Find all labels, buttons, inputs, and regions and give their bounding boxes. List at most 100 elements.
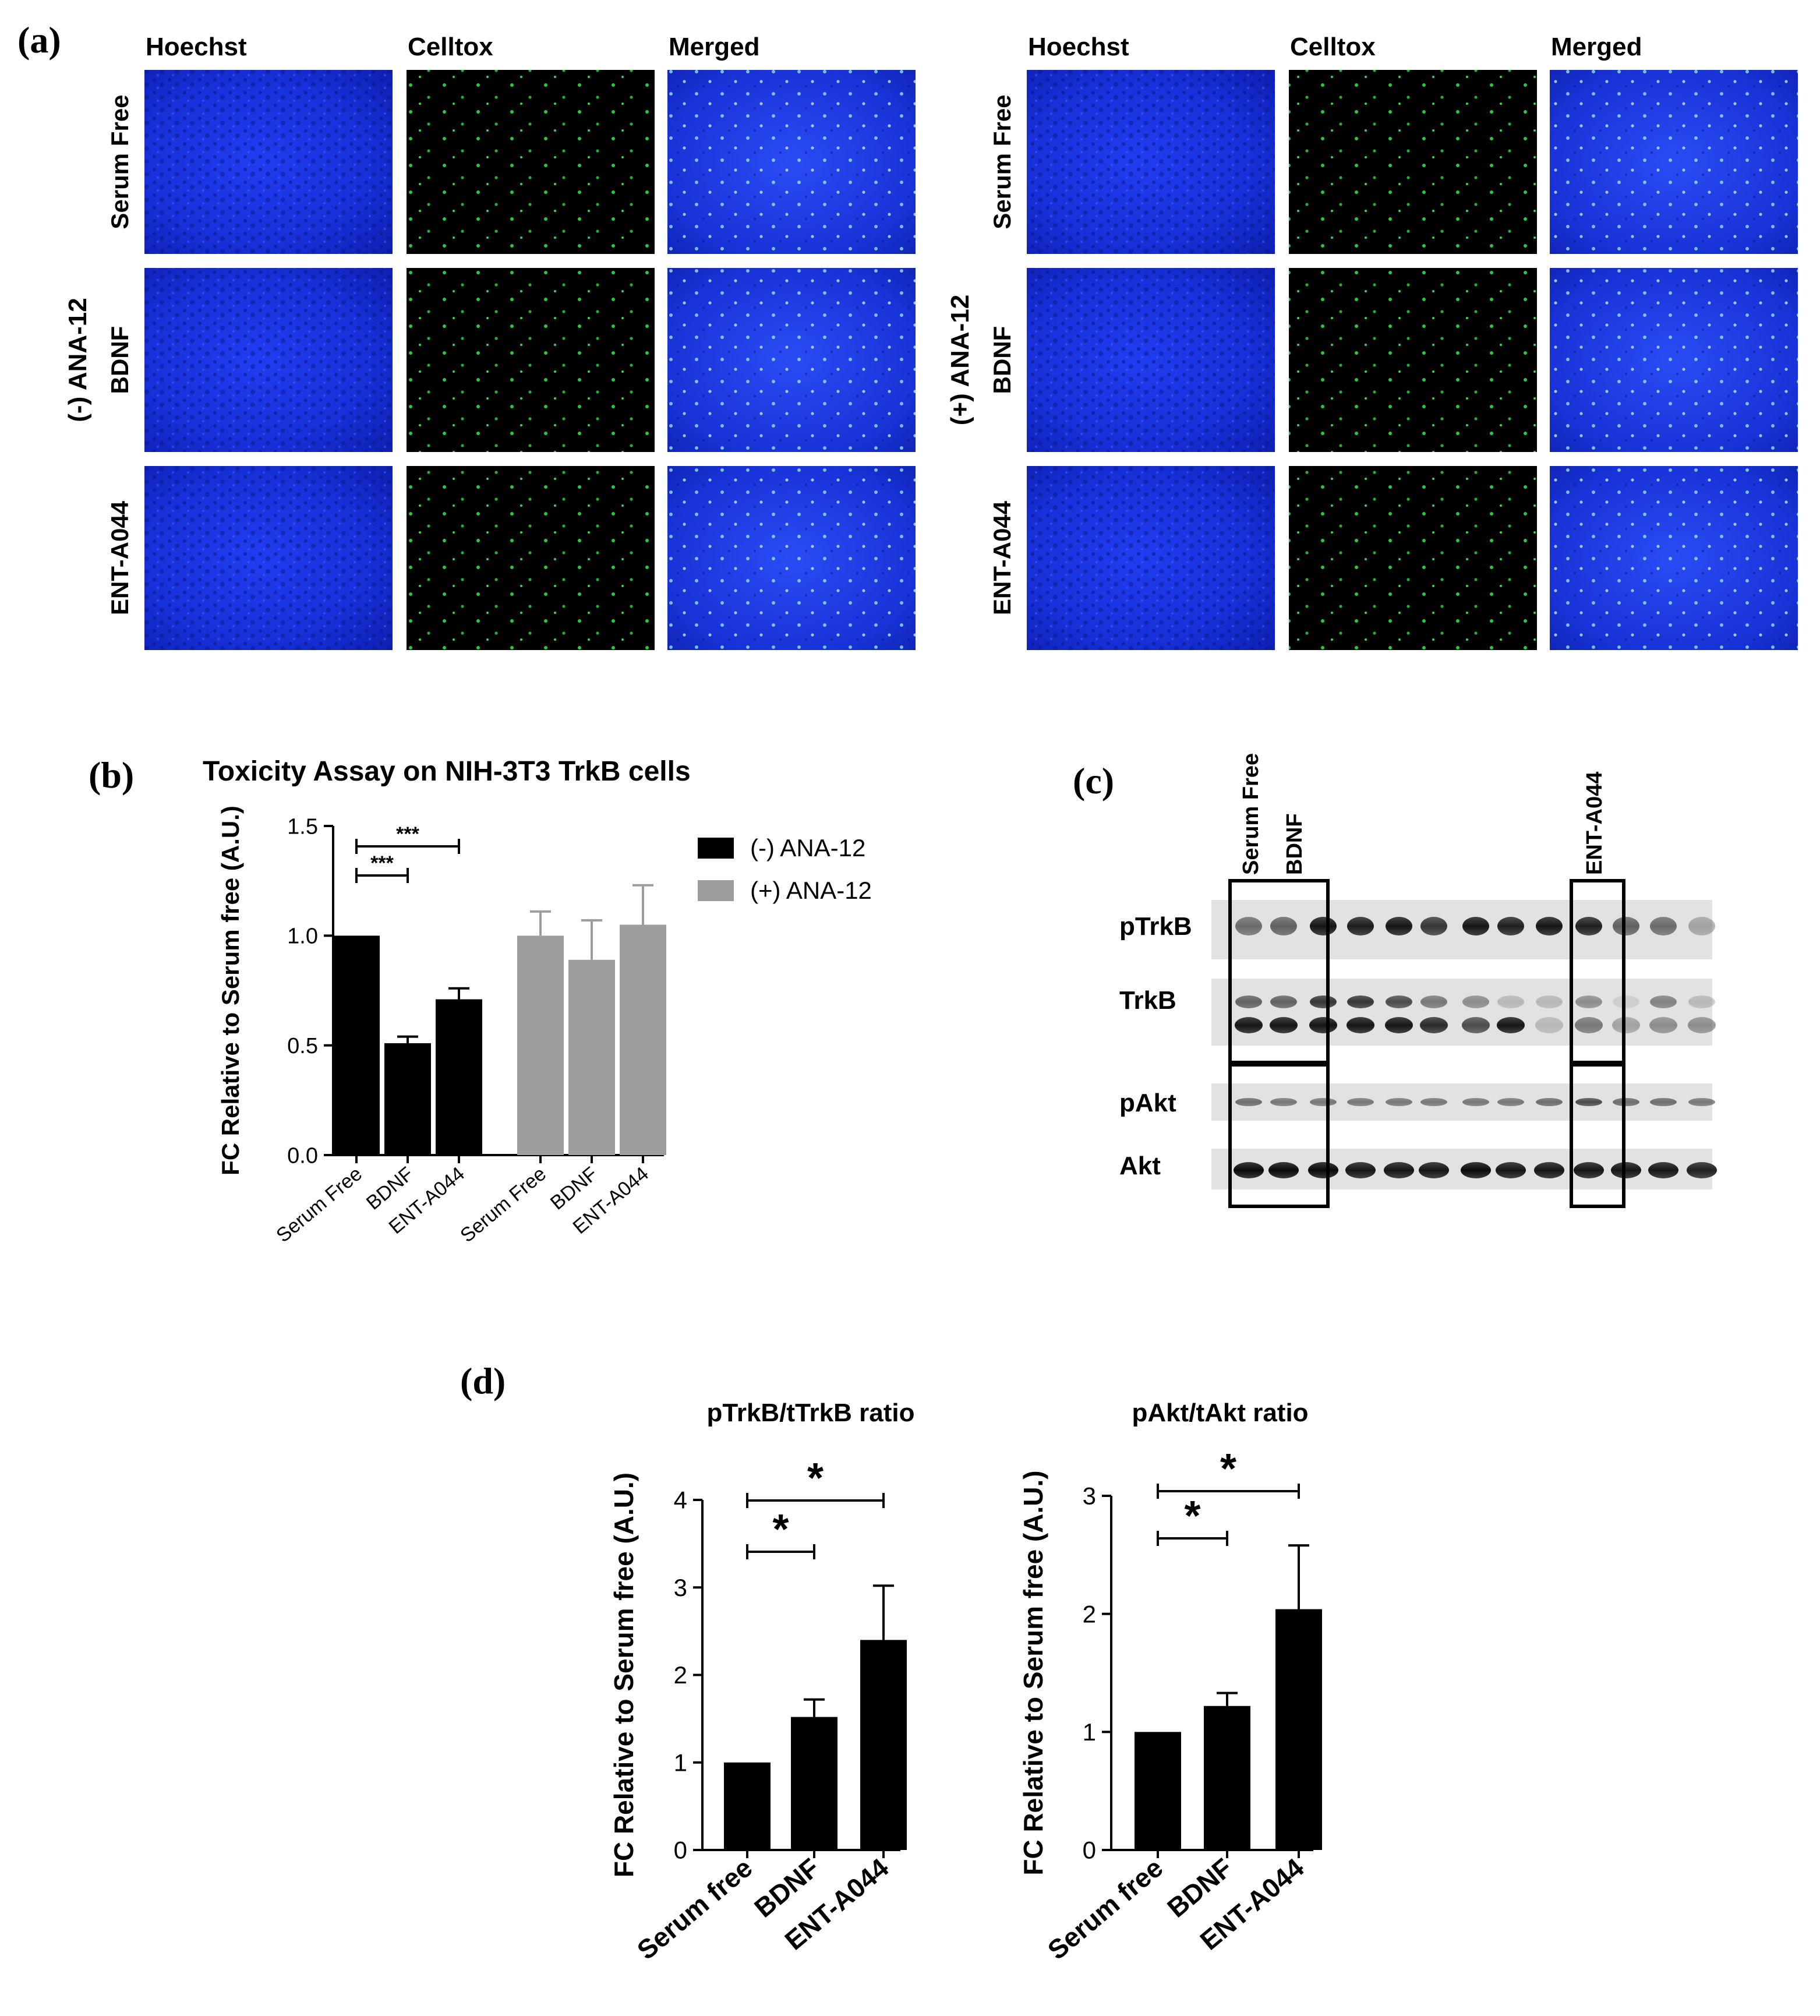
blot-band xyxy=(1612,1017,1640,1033)
legend-label-ana-12: (-) ANA-12 xyxy=(750,834,865,862)
column-header-hoechst: Hoechst xyxy=(1028,33,1129,61)
blot-band xyxy=(1649,1017,1677,1033)
blot-band xyxy=(1386,995,1412,1008)
x-tick-label-serum-free: Serum Free xyxy=(272,1163,366,1247)
y-tick-label: 3 xyxy=(1083,1482,1096,1510)
blot-band xyxy=(1386,1098,1412,1106)
blot-band xyxy=(1419,1162,1449,1178)
blot-band xyxy=(1497,1017,1525,1033)
row-label-bdnf: BDNF xyxy=(988,326,1016,394)
blot-band xyxy=(1536,917,1563,935)
blot-band xyxy=(1270,1017,1298,1033)
blot-band xyxy=(1270,917,1297,935)
pakt-ratio-chart: pAkt/tAkt ratio 0 1 2 3 FC Relative to Serum … xyxy=(1018,1399,1322,1965)
blot-band xyxy=(1613,995,1639,1008)
lane-label-bdnf: BDNF xyxy=(1282,813,1307,875)
micrograph-texture xyxy=(667,466,916,650)
blot-band xyxy=(1575,1017,1603,1033)
bar-ent-a044-ana-12 xyxy=(436,999,482,1155)
blot-band xyxy=(1688,1098,1715,1106)
blot-band xyxy=(1574,1162,1604,1178)
blot-band xyxy=(1347,1098,1374,1106)
lane-highlight-box xyxy=(1228,879,1330,1064)
micrograph-texture xyxy=(407,268,655,452)
micrograph-texture xyxy=(1550,268,1798,452)
panel-b-letter: (b) xyxy=(89,754,134,796)
lane-highlight-box xyxy=(1570,879,1625,1064)
micrograph-texture xyxy=(667,70,916,254)
blot-band xyxy=(1462,917,1489,935)
blot-band xyxy=(1462,995,1489,1008)
blot-band xyxy=(1650,917,1677,935)
blot-band xyxy=(1345,1162,1376,1178)
blot-band xyxy=(1384,1162,1414,1178)
micrograph-texture xyxy=(144,70,393,254)
bar-serum-free-ana-12 xyxy=(517,935,564,1155)
column-header-celltox: Celltox xyxy=(1290,33,1376,61)
micrograph-texture xyxy=(1027,70,1275,254)
significance-label: *** xyxy=(396,823,419,845)
significance-label: * xyxy=(1184,1493,1200,1540)
blot-band xyxy=(1420,995,1447,1008)
micrograph-grid: Hoechst Celltox Merged Serum Free BDNF ENT-A0… xyxy=(63,33,1798,650)
blot-band xyxy=(1575,917,1602,935)
y-tick-label: 0 xyxy=(674,1837,687,1864)
blot-band xyxy=(1613,917,1639,935)
blot-band xyxy=(1535,1017,1563,1033)
lane-highlight-box xyxy=(1228,1063,1330,1208)
y-axis-label: FC Relative to Serum free (A.U.) xyxy=(609,1473,639,1877)
bar-serum-free xyxy=(1135,1732,1181,1850)
blot-band xyxy=(1536,995,1563,1008)
y-tick-label: 0.5 xyxy=(287,1034,318,1058)
blot-band xyxy=(1420,1098,1447,1106)
x-tick-label-serum-free: Serum Free xyxy=(456,1163,550,1247)
blot-row-label-trkb: TrkB xyxy=(1119,986,1176,1015)
y-tick-label: 0.0 xyxy=(287,1143,318,1168)
bar-ent-a044 xyxy=(860,1640,907,1850)
y-tick-label: 1 xyxy=(674,1749,687,1776)
western-blot: pTrkB TrkB pAkt Akt Serum Free BDNF ENT-A044 xyxy=(1119,753,1717,1208)
blot-band xyxy=(1268,1162,1299,1178)
lane-label-ent-a044: ENT-A044 xyxy=(1582,772,1607,875)
blot-band xyxy=(1347,995,1374,1008)
micrograph-texture xyxy=(1027,268,1275,452)
micrograph-texture xyxy=(1289,70,1537,254)
blot-band xyxy=(1310,1098,1337,1106)
blot-band xyxy=(1385,1017,1413,1033)
blot-band xyxy=(1688,917,1715,935)
toxicity-assay-chart: Toxicity Assay on NIH-3T3 TrkB cells 0.0 0… xyxy=(203,756,872,1247)
blot-band xyxy=(1347,917,1374,935)
column-header-hoechst: Hoechst xyxy=(146,33,247,61)
bar-bdnf-ana-12 xyxy=(568,959,615,1155)
lane-highlight-box xyxy=(1570,1063,1625,1208)
micrograph-texture xyxy=(407,466,655,650)
column-header-merged: Merged xyxy=(1551,33,1642,61)
y-tick-label: 2 xyxy=(1083,1600,1096,1627)
blot-band xyxy=(1235,995,1262,1008)
group-label-ana-12: (-) ANA-12 xyxy=(63,298,92,422)
micrograph-texture xyxy=(144,268,393,452)
row-label-ent-a044: ENT-A044 xyxy=(988,500,1016,615)
micrograph-texture xyxy=(1550,466,1798,650)
y-tick-label: 1 xyxy=(1083,1718,1096,1746)
legend-swatch-ana-12 xyxy=(698,880,734,901)
blot-band xyxy=(1270,1098,1297,1106)
micrograph-texture xyxy=(1027,466,1275,650)
chart-title: Toxicity Assay on NIH-3T3 TrkB cells xyxy=(203,756,691,787)
chart-title: pAkt/tAkt ratio xyxy=(1132,1399,1308,1427)
blot-band xyxy=(1462,1098,1489,1106)
x-tick-label-serum-free: Serum free xyxy=(631,1852,758,1965)
column-header-celltox: Celltox xyxy=(408,33,493,61)
y-axis-label: FC Relative to Serum free (A.U.) xyxy=(1018,1470,1048,1875)
panel-a-letter: (a) xyxy=(17,19,61,61)
blot-band xyxy=(1420,917,1447,935)
blot-band xyxy=(1688,995,1715,1008)
ptrkb-ratio-chart: pTrkB/tTrkB ratio 0 1 2 3 4 FC Relative to Ser… xyxy=(609,1399,914,1965)
micrograph-texture xyxy=(144,466,393,650)
micrograph-texture xyxy=(1550,70,1798,254)
y-tick-label: 1.5 xyxy=(287,814,318,839)
blot-band xyxy=(1688,1017,1716,1033)
y-tick-label: 1.0 xyxy=(287,924,318,949)
blot-band xyxy=(1308,1162,1338,1178)
blot-band xyxy=(1461,1162,1491,1178)
